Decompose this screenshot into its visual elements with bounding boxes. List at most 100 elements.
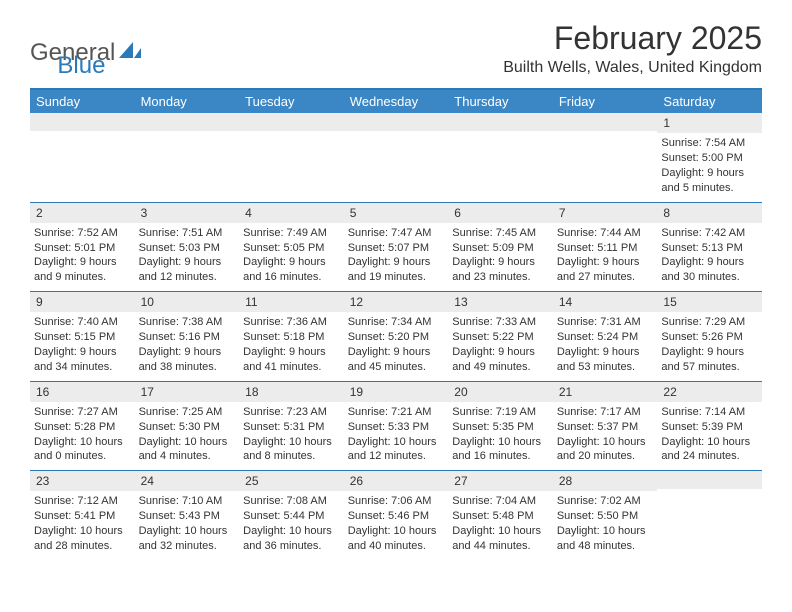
- sunrise-text: Sunrise: 7:51 AM: [139, 226, 236, 241]
- day-cell: 24 Sunrise: 7:10 AMSunset: 5:43 PMDayligh…: [135, 471, 240, 560]
- weekday-header: Wednesday: [344, 90, 449, 113]
- day-number: 12: [344, 292, 449, 312]
- day-number: 8: [657, 203, 762, 223]
- day-number: 18: [239, 382, 344, 402]
- day-number: 10: [135, 292, 240, 312]
- weekday-header: Friday: [553, 90, 658, 113]
- week-row: 16Sunrise: 7:27 AMSunset: 5:28 PMDayligh…: [30, 381, 762, 471]
- sunrise-text: Sunrise: 7:42 AM: [661, 226, 758, 241]
- daylight-text: Daylight: 9 hours and 19 minutes.: [348, 255, 445, 285]
- day-number: 26: [344, 471, 449, 491]
- weeks-container: 1Sunrise: 7:54 AMSunset: 5:00 PMDaylight…: [30, 113, 762, 560]
- weekday-header: Thursday: [448, 90, 553, 113]
- day-cell: 27Sunrise: 7:04 AMSunset: 5:48 PMDayligh…: [448, 471, 553, 560]
- day-number: 3: [135, 203, 240, 223]
- day-number: 20: [448, 382, 553, 402]
- daylight-text: Daylight: 9 hours and 16 minutes.: [243, 255, 340, 285]
- sunrise-text: Sunrise: 7:10 AM: [139, 494, 236, 509]
- sunrise-text: Sunrise: 7:04 AM: [452, 494, 549, 509]
- sunrise-text: Sunrise: 7:23 AM: [243, 405, 340, 420]
- day-number: [448, 113, 553, 131]
- weekday-header-row: Sunday Monday Tuesday Wednesday Thursday…: [30, 90, 762, 113]
- sunset-text: Sunset: 5:44 PM: [243, 509, 340, 524]
- daylight-text: Daylight: 10 hours and 36 minutes.: [243, 524, 340, 554]
- day-number: [30, 113, 135, 131]
- day-cell: 16Sunrise: 7:27 AMSunset: 5:28 PMDayligh…: [30, 382, 135, 471]
- sunrise-text: Sunrise: 7:29 AM: [661, 315, 758, 330]
- daylight-text: Daylight: 10 hours and 32 minutes.: [139, 524, 236, 554]
- sunset-text: Sunset: 5:11 PM: [557, 241, 654, 256]
- sunset-text: Sunset: 5:24 PM: [557, 330, 654, 345]
- day-number: 1: [657, 113, 762, 133]
- day-cell: 1Sunrise: 7:54 AMSunset: 5:00 PMDaylight…: [657, 113, 762, 202]
- daylight-text: Daylight: 10 hours and 16 minutes.: [452, 435, 549, 465]
- day-number: [344, 113, 449, 131]
- day-number: [135, 113, 240, 131]
- daylight-text: Daylight: 9 hours and 23 minutes.: [452, 255, 549, 285]
- sunset-text: Sunset: 5:00 PM: [661, 151, 758, 166]
- day-number: [553, 113, 658, 131]
- sunset-text: Sunset: 5:01 PM: [34, 241, 131, 256]
- day-cell: 2Sunrise: 7:52 AMSunset: 5:01 PMDaylight…: [30, 203, 135, 292]
- daylight-text: Daylight: 9 hours and 5 minutes.: [661, 166, 758, 196]
- header: General Blue February 2025 Builth Wells,…: [30, 20, 762, 80]
- day-cell: 28Sunrise: 7:02 AMSunset: 5:50 PMDayligh…: [553, 471, 658, 560]
- sunrise-text: Sunrise: 7:40 AM: [34, 315, 131, 330]
- day-cell: 3Sunrise: 7:51 AMSunset: 5:03 PMDaylight…: [135, 203, 240, 292]
- day-number: 24: [135, 471, 240, 491]
- sunset-text: Sunset: 5:43 PM: [139, 509, 236, 524]
- day-cell: 13Sunrise: 7:33 AMSunset: 5:22 PMDayligh…: [448, 292, 553, 381]
- daylight-text: Daylight: 9 hours and 30 minutes.: [661, 255, 758, 285]
- day-cell: [553, 113, 658, 202]
- day-cell: 14Sunrise: 7:31 AMSunset: 5:24 PMDayligh…: [553, 292, 658, 381]
- daylight-text: Daylight: 10 hours and 20 minutes.: [557, 435, 654, 465]
- day-cell: 10Sunrise: 7:38 AMSunset: 5:16 PMDayligh…: [135, 292, 240, 381]
- daylight-text: Daylight: 10 hours and 48 minutes.: [557, 524, 654, 554]
- day-number: 6: [448, 203, 553, 223]
- location-subtitle: Builth Wells, Wales, United Kingdom: [503, 59, 762, 77]
- day-cell: 25Sunrise: 7:08 AMSunset: 5:44 PMDayligh…: [239, 471, 344, 560]
- sunset-text: Sunset: 5:22 PM: [452, 330, 549, 345]
- day-cell: [448, 113, 553, 202]
- daylight-text: Daylight: 10 hours and 24 minutes.: [661, 435, 758, 465]
- day-number: 19: [344, 382, 449, 402]
- logo-sail-icon: [119, 42, 141, 65]
- sunset-text: Sunset: 5:18 PM: [243, 330, 340, 345]
- weekday-header: Monday: [135, 90, 240, 113]
- day-cell: 21Sunrise: 7:17 AMSunset: 5:37 PMDayligh…: [553, 382, 658, 471]
- day-cell: 12Sunrise: 7:34 AMSunset: 5:20 PMDayligh…: [344, 292, 449, 381]
- sunrise-text: Sunrise: 7:31 AM: [557, 315, 654, 330]
- sunrise-text: Sunrise: 7:44 AM: [557, 226, 654, 241]
- sunrise-text: Sunrise: 7:47 AM: [348, 226, 445, 241]
- sunset-text: Sunset: 5:30 PM: [139, 420, 236, 435]
- day-cell: [657, 471, 762, 560]
- week-row: 2Sunrise: 7:52 AMSunset: 5:01 PMDaylight…: [30, 202, 762, 292]
- daylight-text: Daylight: 10 hours and 12 minutes.: [348, 435, 445, 465]
- daylight-text: Daylight: 9 hours and 57 minutes.: [661, 345, 758, 375]
- day-number: 17: [135, 382, 240, 402]
- sunset-text: Sunset: 5:37 PM: [557, 420, 654, 435]
- day-cell: 7Sunrise: 7:44 AMSunset: 5:11 PMDaylight…: [553, 203, 658, 292]
- day-number: 28: [553, 471, 658, 491]
- sunrise-text: Sunrise: 7:38 AM: [139, 315, 236, 330]
- day-cell: 15Sunrise: 7:29 AMSunset: 5:26 PMDayligh…: [657, 292, 762, 381]
- day-cell: 20Sunrise: 7:19 AMSunset: 5:35 PMDayligh…: [448, 382, 553, 471]
- day-cell: 9Sunrise: 7:40 AMSunset: 5:15 PMDaylight…: [30, 292, 135, 381]
- sunset-text: Sunset: 5:35 PM: [452, 420, 549, 435]
- week-row: 23Sunrise: 7:12 AMSunset: 5:41 PMDayligh…: [30, 470, 762, 560]
- day-number: 25: [239, 471, 344, 491]
- weekday-header: Sunday: [30, 90, 135, 113]
- day-number: 16: [30, 382, 135, 402]
- daylight-text: Daylight: 9 hours and 9 minutes.: [34, 255, 131, 285]
- sunrise-text: Sunrise: 7:36 AM: [243, 315, 340, 330]
- daylight-text: Daylight: 9 hours and 53 minutes.: [557, 345, 654, 375]
- day-cell: [344, 113, 449, 202]
- daylight-text: Daylight: 9 hours and 45 minutes.: [348, 345, 445, 375]
- sunrise-text: Sunrise: 7:49 AM: [243, 226, 340, 241]
- logo: General Blue: [30, 26, 105, 80]
- day-cell: 17Sunrise: 7:25 AMSunset: 5:30 PMDayligh…: [135, 382, 240, 471]
- sunset-text: Sunset: 5:48 PM: [452, 509, 549, 524]
- day-number: 27: [448, 471, 553, 491]
- daylight-text: Daylight: 9 hours and 12 minutes.: [139, 255, 236, 285]
- sunrise-text: Sunrise: 7:06 AM: [348, 494, 445, 509]
